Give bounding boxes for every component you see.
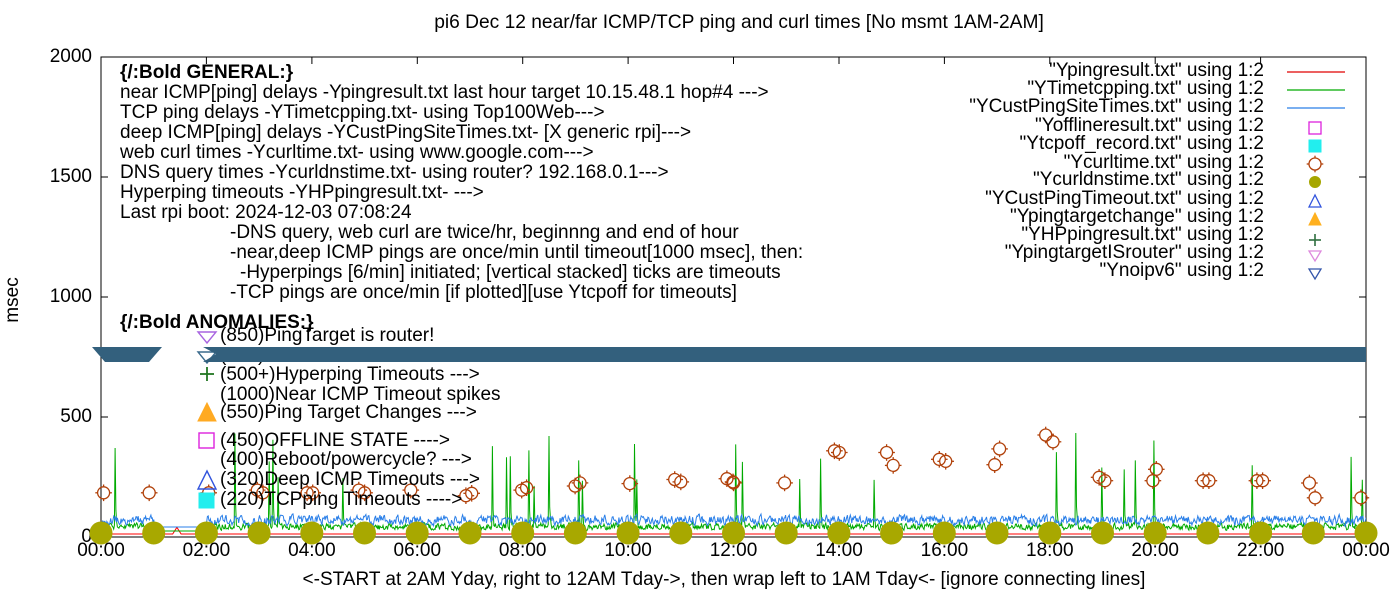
svg-text:Hyperping timeouts -YHPpingres: Hyperping timeouts -YHPpingresult.txt- -… xyxy=(120,182,484,203)
svg-text:(450)OFFLINE STATE ---->: (450)OFFLINE STATE ----> xyxy=(220,430,450,451)
svg-text:(320)Deep ICMP Timeouts --->: (320)Deep ICMP Timeouts ---> xyxy=(220,469,480,490)
svg-text:1000: 1000 xyxy=(50,286,92,307)
svg-text:2000: 2000 xyxy=(50,46,92,67)
svg-text:{/:Bold GENERAL:}: {/:Bold GENERAL:} xyxy=(120,62,294,83)
svg-text:(550)Ping Target Changes --->: (550)Ping Target Changes ---> xyxy=(220,402,477,423)
svg-text:500: 500 xyxy=(60,406,92,427)
svg-text:"YCustPingSiteTimes.txt" using: "YCustPingSiteTimes.txt" using 1:2 xyxy=(969,96,1264,117)
svg-text:(850)PingTarget is router!: (850)PingTarget is router! xyxy=(220,325,434,346)
svg-text:-TCP pings are once/min [if pl: -TCP pings are once/min [if plotted][use… xyxy=(230,282,737,303)
svg-text:TCP ping delays -YTimetcpping.: TCP ping delays -YTimetcpping.txt- using… xyxy=(120,102,605,123)
svg-text:<-START at 2AM Yday, right to: <-START at 2AM Yday, right to 12AM Tday-… xyxy=(303,569,1146,590)
svg-text:Last rpi boot: 2024-12-03 07:0: Last rpi boot: 2024-12-03 07:08:24 xyxy=(120,202,412,223)
svg-text:"Ytcpoff_record.txt" using 1:2: "Ytcpoff_record.txt" using 1:2 xyxy=(1020,133,1264,154)
svg-text:-Hyperpings [6/min] initiated;: -Hyperpings [6/min] initiated; [vertical… xyxy=(240,262,781,283)
svg-text:(500+)Hyperping Timeouts --->: (500+)Hyperping Timeouts ---> xyxy=(220,364,480,385)
svg-text:1500: 1500 xyxy=(50,166,92,187)
svg-text:DNS query times -Ycurldnstime.: DNS query times -Ycurldnstime.txt- using… xyxy=(120,162,669,183)
svg-text:(220)TCPping Timeouts ---->: (220)TCPping Timeouts ----> xyxy=(220,489,462,510)
svg-text:msec: msec xyxy=(2,277,23,322)
svg-text:web curl times -Ycurltime.txt-: web curl times -Ycurltime.txt- using www… xyxy=(119,142,594,163)
svg-text:-near,deep ICMP pings are once: -near,deep ICMP pings are once/min until… xyxy=(230,242,803,263)
svg-text:"Ycurldnstime.txt" using 1:2: "Ycurldnstime.txt" using 1:2 xyxy=(1033,169,1264,190)
svg-text:deep ICMP[ping] delays -YCustP: deep ICMP[ping] delays -YCustPingSiteTim… xyxy=(120,122,691,143)
svg-text:pi6 Dec 12 near/far ICMP/TCP: pi6 Dec 12 near/far ICMP/TCP ping and cu… xyxy=(434,12,1044,33)
svg-text:near ICMP[ping] delays -Ypingr: near ICMP[ping] delays -Ypingresult.txt … xyxy=(120,82,769,103)
svg-text:"Ynoipv6" using 1:2: "Ynoipv6" using 1:2 xyxy=(1099,260,1264,281)
svg-text:(400)Reboot/powercycle? --->: (400)Reboot/powercycle? ---> xyxy=(220,449,472,470)
svg-text:-DNS query, web curl are twice: -DNS query, web curl are twice/hr, begin… xyxy=(230,222,739,243)
